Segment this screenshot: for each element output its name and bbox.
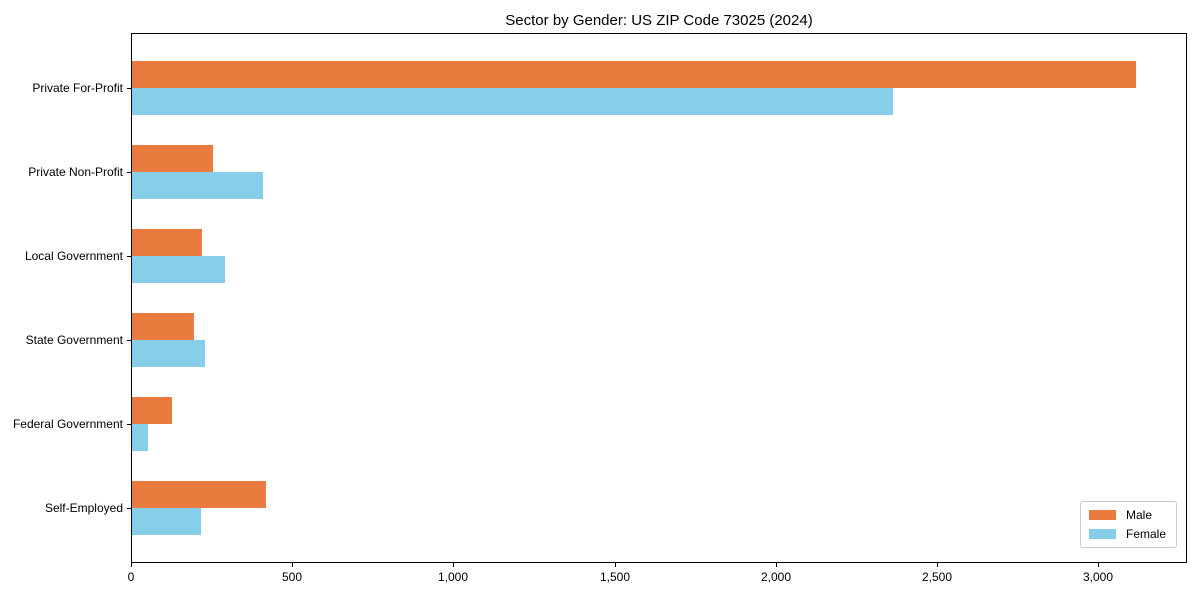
bar-male-state-government: [132, 313, 195, 340]
y-tick-self-employed: [127, 508, 131, 509]
bar-male-self-employed: [132, 481, 266, 508]
x-tick-label-1000: 1,000: [437, 570, 469, 584]
bar-female-private-non-profit: [132, 172, 263, 199]
y-tick-state-government: [127, 340, 131, 341]
chart-title: Sector by Gender: US ZIP Code 73025 (202…: [505, 12, 813, 29]
legend-swatch-female-icon: [1088, 529, 1116, 539]
x-tick-label-2000: 2,000: [760, 570, 792, 584]
y-tick-private-non-profit: [127, 172, 131, 173]
x-tick-label-500: 500: [281, 570, 303, 584]
x-tick-label-1500: 1,500: [599, 570, 631, 584]
bar-female-federal-government: [132, 424, 148, 451]
legend-label-male: Male: [1125, 508, 1152, 522]
x-tick-2500: [937, 563, 938, 567]
legend: Male Female: [1079, 501, 1177, 548]
x-tick-1500: [615, 563, 616, 567]
y-tick-label-state-government: State Government: [25, 333, 123, 347]
bar-male-private-for-profit: [132, 61, 1137, 88]
x-tick-label-3000: 3,000: [1082, 570, 1114, 584]
x-tick-label-0: 0: [127, 570, 135, 584]
x-tick-0: [131, 563, 132, 567]
bar-female-state-government: [132, 340, 206, 367]
y-tick-label-federal-government: Federal Government: [12, 417, 123, 431]
y-tick-label-private-non-profit: Private Non-Profit: [28, 165, 123, 179]
y-tick-federal-government: [127, 424, 131, 425]
y-tick-local-government: [127, 256, 131, 257]
y-tick-label-self-employed: Self-Employed: [44, 501, 123, 515]
y-tick-private-for-profit: [127, 88, 131, 89]
legend-entry-male: Male: [1088, 508, 1166, 522]
x-tick-label-2500: 2,500: [921, 570, 953, 584]
y-tick-label-private-for-profit: Private For-Profit: [32, 81, 123, 95]
x-tick-2000: [776, 563, 777, 567]
x-tick-1000: [453, 563, 454, 567]
bar-female-self-employed: [132, 508, 202, 535]
y-tick-label-local-government: Local Government: [24, 249, 123, 263]
bar-male-federal-government: [132, 397, 172, 424]
x-tick-3000: [1098, 563, 1099, 567]
x-tick-500: [292, 563, 293, 567]
plot-area: Male Female: [131, 33, 1187, 563]
bar-male-private-non-profit: [132, 145, 213, 172]
bar-male-local-government: [132, 229, 203, 256]
bar-female-local-government: [132, 256, 225, 283]
legend-label-female: Female: [1125, 527, 1166, 541]
legend-swatch-male-icon: [1088, 510, 1116, 520]
legend-entry-female: Female: [1088, 527, 1166, 541]
bar-female-private-for-profit: [132, 88, 894, 115]
